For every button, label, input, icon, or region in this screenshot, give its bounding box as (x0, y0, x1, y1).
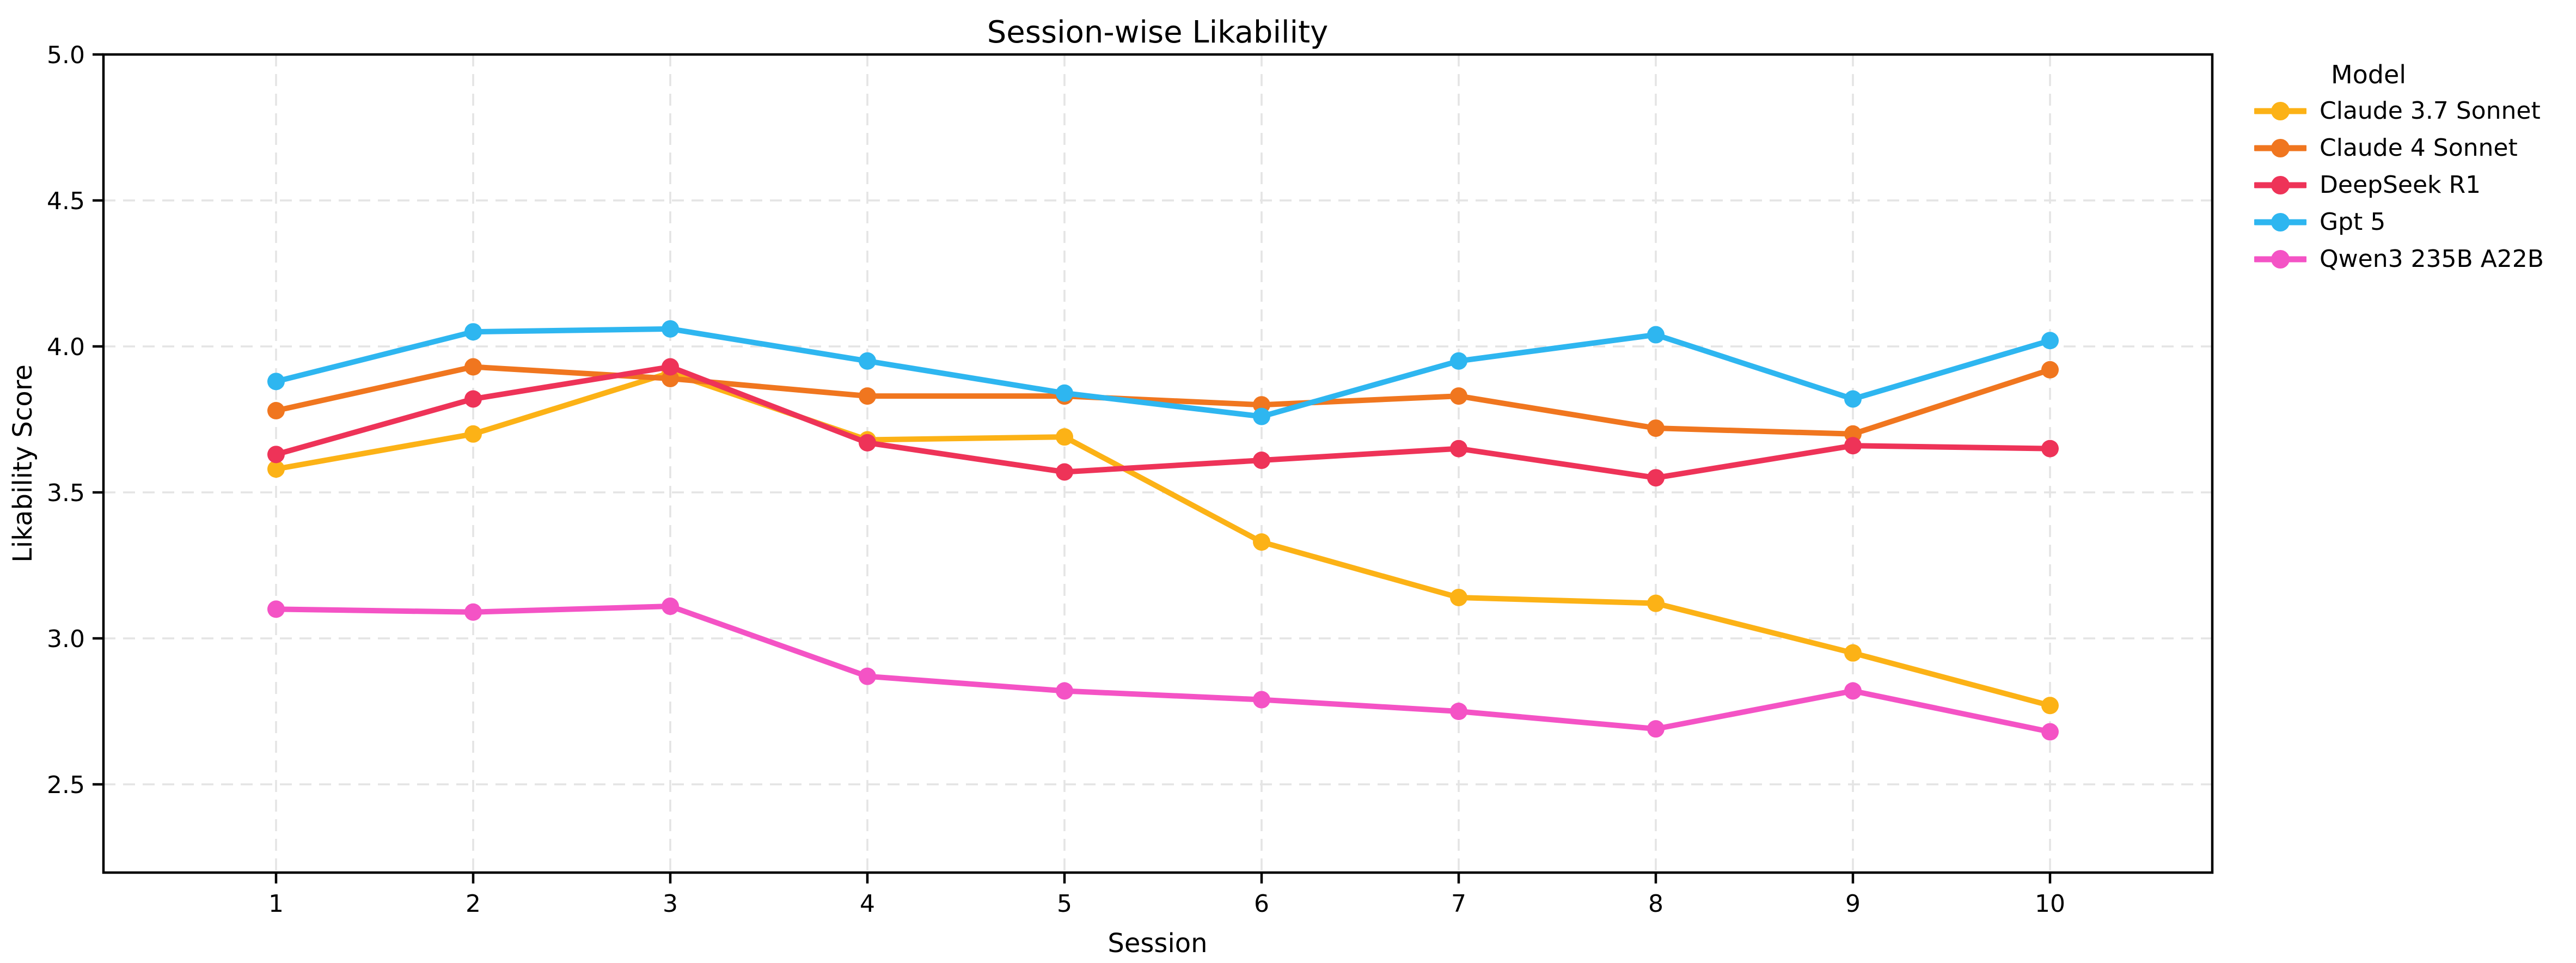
data-point (1450, 387, 1467, 405)
x-tick-label: 7 (1451, 890, 1466, 918)
legend-label: Qwen3 235B A22B (2320, 245, 2544, 273)
data-point (1056, 463, 1073, 481)
series-line-qwen3-235b-a22b (273, 604, 2053, 735)
y-tick-label: 4.0 (47, 333, 85, 361)
data-point (662, 358, 679, 376)
data-point (1647, 469, 1665, 487)
legend-swatch-icon (2254, 101, 2306, 120)
chart-title: Session-wise Likability (987, 15, 1329, 50)
data-point (464, 390, 482, 408)
data-point (267, 373, 285, 391)
legend-swatch-icon (2254, 249, 2306, 269)
legend-items: Claude 3.7 Sonnet Claude 4 Sonnet DeepSeek… (2254, 97, 2575, 282)
legend-title: Model (2330, 60, 2407, 89)
legend-label: Claude 4 Sonnet (2320, 134, 2518, 162)
data-point (1647, 419, 1665, 437)
x-tick-label: 10 (2035, 890, 2065, 918)
grid-layer (103, 54, 2212, 873)
legend-marker-icon (2271, 138, 2290, 157)
x-tick-label: 8 (1648, 890, 1663, 918)
data-point (1844, 644, 1862, 662)
data-point (464, 425, 482, 443)
legend-item-deepseek-r1: DeepSeek R1 (2254, 171, 2575, 199)
legend-item-claude-4-sonnet: Claude 4 Sonnet (2254, 134, 2575, 162)
data-point (1450, 440, 1467, 458)
data-point (859, 434, 876, 452)
x-tick-label: 5 (1057, 890, 1072, 918)
y-tick-label: 3.0 (47, 625, 85, 653)
data-point (1056, 428, 1073, 446)
x-axis-label: Session (1108, 928, 1207, 959)
data-point (859, 387, 876, 405)
data-point (267, 446, 285, 464)
data-point (859, 667, 876, 685)
legend-marker-icon (2271, 212, 2290, 231)
data-point (2041, 361, 2059, 379)
tick-label-layer: 2.5 3.0 3.5 4.0 4.5 5.0 1 2 3 4 5 6 7 8 9 10 (47, 41, 2065, 918)
series-line-deepseek-r1 (273, 364, 2053, 481)
legend-swatch-icon (2254, 175, 2306, 194)
data-point (1056, 682, 1073, 700)
legend-label: Claude 3.7 Sonnet (2320, 97, 2541, 125)
data-point (1647, 720, 1665, 738)
legend-swatch-icon (2254, 212, 2306, 231)
data-point (267, 401, 285, 419)
x-tick-label: 3 (663, 890, 678, 918)
x-tick-label: 4 (860, 890, 875, 918)
legend-marker-icon (2271, 249, 2290, 269)
data-point (1647, 594, 1665, 612)
data-point (662, 320, 679, 338)
legend-label: DeepSeek R1 (2320, 171, 2481, 199)
legend-swatch-icon (2254, 138, 2306, 157)
legend-marker-icon (2271, 175, 2290, 194)
series-layer (267, 320, 2059, 741)
legend: Model Claude 3.7 Sonnet Claude 4 Sonnet De… (2254, 60, 2575, 282)
y-tick-label: 4.5 (47, 187, 85, 215)
data-point (2041, 332, 2059, 350)
data-point (1253, 407, 1270, 425)
series-line-claude-3-7-sonnet (273, 370, 2053, 709)
legend-label: Gpt 5 (2320, 208, 2386, 236)
data-point (859, 352, 876, 370)
axes-layer (93, 53, 2214, 883)
data-point (1647, 326, 1665, 344)
data-point (464, 358, 482, 376)
data-point (1253, 691, 1270, 709)
series-line-gpt-5 (273, 326, 2053, 419)
x-tick-label: 1 (268, 890, 284, 918)
data-point (1844, 437, 1862, 455)
data-point (1844, 390, 1862, 408)
y-tick-label: 2.5 (47, 771, 85, 799)
data-point (267, 460, 285, 478)
data-point (267, 600, 285, 618)
series-line-claude-4-sonnet (273, 364, 2053, 437)
data-point (1844, 682, 1862, 700)
x-tick-label: 9 (1845, 890, 1861, 918)
data-point (464, 323, 482, 341)
y-tick-label: 5.0 (47, 41, 85, 69)
data-point (464, 603, 482, 621)
data-point (1450, 352, 1467, 370)
data-point (1056, 384, 1073, 402)
data-point (1253, 533, 1270, 551)
x-tick-label: 6 (1254, 890, 1269, 918)
legend-marker-icon (2271, 101, 2290, 120)
y-tick-label: 3.5 (47, 479, 85, 507)
data-point (2041, 723, 2059, 741)
data-point (662, 598, 679, 615)
x-tick-label: 2 (466, 890, 481, 918)
data-point (2041, 697, 2059, 715)
data-point (1450, 703, 1467, 720)
y-axis-label: Likability Score (8, 364, 38, 563)
data-point (1450, 588, 1467, 606)
legend-item-claude-3-7-sonnet: Claude 3.7 Sonnet (2254, 97, 2575, 125)
data-point (2041, 440, 2059, 458)
data-point (1253, 452, 1270, 470)
plot-border (102, 53, 2214, 874)
legend-item-gpt-5: Gpt 5 (2254, 208, 2575, 236)
legend-item-qwen3-235b-a22b: Qwen3 235B A22B (2254, 245, 2575, 273)
